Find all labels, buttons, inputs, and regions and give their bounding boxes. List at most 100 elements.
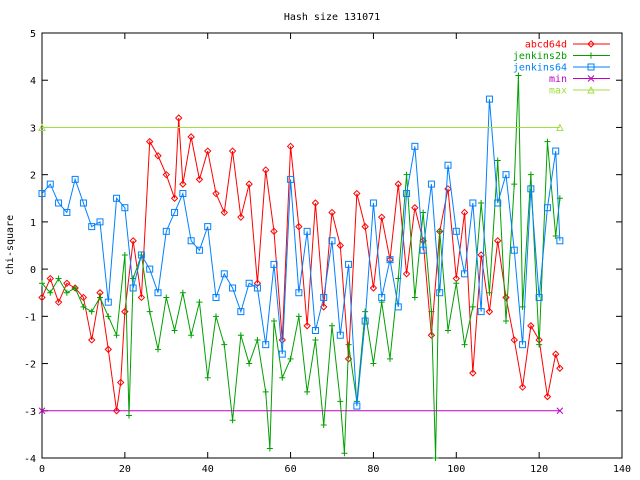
- jenkins64-point: [527, 185, 535, 193]
- jenkins64-point: [262, 341, 270, 349]
- y-tick-label: 1: [30, 218, 36, 229]
- series-max: [38, 123, 564, 131]
- jenkins2b-point: [63, 289, 70, 296]
- min-point: [556, 407, 564, 415]
- jenkins2b-point: [511, 181, 518, 188]
- abcd64d-point: [195, 175, 204, 184]
- abcd64d-point: [154, 152, 162, 160]
- jenkins64-point: [171, 208, 179, 216]
- jenkins64-point: [79, 199, 87, 207]
- abcd64d-point: [444, 185, 452, 193]
- jenkins64-point: [378, 293, 386, 301]
- jenkins64-point: [104, 298, 112, 306]
- jenkins2b-point: [295, 313, 302, 320]
- jenkins64-point: [461, 270, 469, 278]
- jenkins2b-point: [552, 233, 559, 240]
- axis-ticks: 0 20 40 60 80 100 120 140 -4 -3 -2 -1 0 1 2 3 4 5: [24, 29, 631, 475]
- abcd64d-point: [117, 378, 125, 387]
- jenkins64-point: [113, 194, 121, 202]
- y-tick-label: -3: [24, 407, 36, 418]
- jenkins64-point: [510, 246, 518, 254]
- abcd64d-point: [460, 208, 469, 217]
- jenkins2b-point: [39, 280, 45, 287]
- abcd64d-point: [485, 307, 494, 316]
- jenkins2b-point: [254, 336, 261, 343]
- jenkins2b-point: [420, 209, 427, 216]
- plot-frame: [41, 32, 623, 459]
- y-tick-label: 3: [30, 123, 36, 134]
- y-tick-label: -4: [24, 454, 36, 465]
- legend-label-abcd64d: abcd64d: [525, 40, 567, 51]
- chart-title: Hash size 131071: [284, 12, 380, 23]
- jenkins2b-point: [80, 303, 87, 310]
- jenkins2b-point: [515, 72, 522, 79]
- abcd64d-point: [336, 241, 344, 250]
- jenkins2b-point: [213, 313, 219, 320]
- jenkins2b-point: [403, 171, 410, 178]
- jenkins64-point: [369, 199, 377, 207]
- jenkins64-point: [543, 204, 551, 212]
- y-tick-label: 0: [30, 265, 36, 276]
- jenkins64-point: [96, 218, 104, 226]
- abcd64d-point: [402, 270, 411, 278]
- jenkins2b-point: [171, 327, 178, 334]
- jenkins64-point: [345, 260, 353, 268]
- jenkins64-point: [386, 256, 394, 264]
- x-tick-label: 140: [613, 464, 631, 475]
- jenkins2b-point: [97, 294, 103, 301]
- jenkins64-point: [311, 327, 319, 334]
- jenkins64-point: [519, 341, 527, 349]
- jenkins2b-point: [544, 138, 551, 145]
- abcd64d-point: [79, 293, 88, 302]
- jenkins2b-point: [312, 336, 319, 343]
- abcd64d-point: [328, 208, 336, 217]
- jenkins64-point: [162, 227, 170, 235]
- jenkins64-point: [535, 293, 543, 301]
- abcd64d-point: [38, 293, 46, 302]
- jenkins2b-point: [113, 332, 120, 339]
- jenkins2b-point: [246, 360, 253, 367]
- jenkins64-point: [278, 350, 286, 358]
- x-tick-label: 40: [202, 464, 214, 475]
- jenkins64-point: [137, 251, 145, 259]
- abcd64d-point: [369, 284, 378, 292]
- jenkins64-point: [220, 270, 228, 278]
- abcd64d-point: [162, 170, 170, 179]
- jenkins64-point: [320, 293, 328, 301]
- abcd64d-point: [187, 133, 195, 141]
- jenkins64-line: [41, 99, 561, 407]
- jenkins2b-point: [411, 294, 418, 301]
- abcd64d-point: [262, 166, 270, 174]
- max-point: [38, 123, 46, 131]
- jenkins2b-point: [237, 332, 244, 339]
- jenkins2b-point: [72, 285, 79, 291]
- jenkins64-point: [403, 190, 411, 198]
- abcd64d-point: [518, 383, 527, 391]
- jenkins2b-point: [503, 318, 509, 325]
- abcd64d-point: [270, 227, 278, 236]
- abcd64d-point: [411, 204, 419, 212]
- abcd64d-point: [146, 137, 154, 146]
- abcd64d-point: [353, 189, 361, 198]
- abcd64d-point: [427, 331, 436, 339]
- abcd64d-point: [556, 364, 564, 372]
- jenkins2b-point: [121, 251, 128, 258]
- abcd64d-point: [88, 336, 96, 344]
- jenkins64-point: [146, 265, 154, 273]
- jenkins2b-point: [469, 303, 476, 310]
- jenkins64-point: [179, 190, 187, 198]
- jenkins64-point: [485, 95, 493, 103]
- jenkins2b-point: [337, 398, 344, 405]
- series-jenkins64: [38, 95, 564, 410]
- jenkins64-point: [245, 279, 253, 287]
- jenkins64-point: [88, 223, 96, 231]
- jenkins2b-point: [453, 280, 460, 287]
- abcd64d-point: [129, 237, 137, 245]
- jenkins64-point: [212, 293, 220, 301]
- jenkins64-point: [556, 237, 564, 245]
- jenkins2b-point: [387, 355, 393, 362]
- abcd64d-point: [394, 180, 402, 188]
- jenkins2b-point: [536, 341, 543, 348]
- abcd64d-point: [104, 345, 112, 354]
- y-tick-label: -2: [24, 360, 36, 371]
